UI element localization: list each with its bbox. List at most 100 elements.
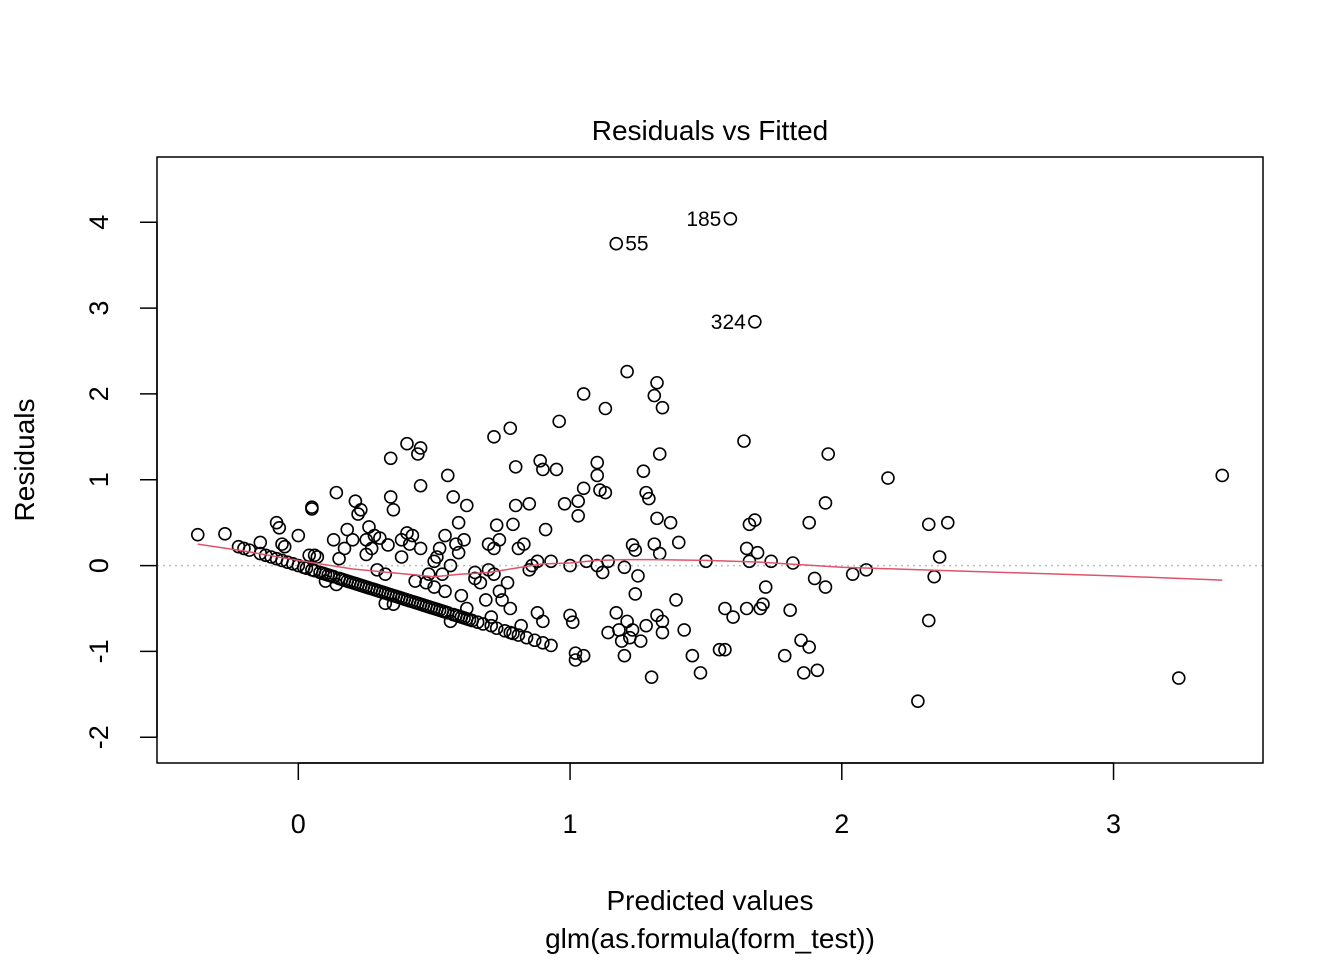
residual-point [530, 605, 545, 620]
residual-point [639, 485, 653, 500]
residual-point [818, 496, 833, 510]
x-axis: 0 1 2 3 [291, 762, 1121, 839]
residual-point [571, 508, 586, 523]
residual-point [718, 642, 732, 657]
residual-point [405, 528, 420, 543]
residual-point [378, 567, 393, 581]
residual-point [544, 638, 558, 653]
residual-point [642, 491, 656, 506]
x-tick-label: 3 [1106, 809, 1121, 839]
residual-point [639, 618, 653, 633]
residual-point [506, 517, 520, 532]
residual-point [332, 551, 346, 566]
residual-point [275, 537, 289, 551]
residual-point [617, 648, 632, 663]
residual-point [652, 447, 667, 461]
residual-point [859, 563, 874, 577]
residual-point [362, 520, 376, 534]
residual-point [370, 563, 384, 577]
residual-point [508, 460, 523, 474]
residual-point [647, 388, 662, 403]
residual-point [302, 548, 316, 563]
residual-point [644, 670, 659, 684]
smooth-trend-line [197, 543, 1223, 581]
residual-point [383, 451, 398, 466]
residual-point [802, 515, 816, 530]
residual-point [326, 533, 341, 547]
y-axis-label: Residuals [9, 399, 40, 522]
residual-point [218, 527, 232, 541]
residual-point [565, 615, 580, 630]
residual-point [383, 490, 398, 504]
y-tick-label: 1 [84, 472, 114, 487]
residual-point [381, 538, 395, 552]
x-tick-label: 0 [291, 809, 306, 839]
residual-point [652, 546, 667, 561]
residual-point [451, 545, 466, 560]
residual-point [345, 533, 360, 547]
residual-point [449, 537, 463, 551]
residual-point [693, 666, 708, 680]
residual-point [473, 575, 488, 590]
residual-point [723, 212, 738, 226]
residual-point [576, 648, 591, 663]
x-axis-sublabel: glm(as.formula(form_test)) [545, 923, 875, 954]
residual-point [932, 550, 947, 564]
residual-point [514, 618, 528, 633]
residual-point [628, 587, 643, 601]
residual-point [451, 515, 466, 530]
residual-point [457, 533, 471, 547]
residual-point [620, 614, 634, 629]
residual-point [489, 621, 504, 636]
residual-point [631, 569, 645, 583]
residual-point [685, 648, 700, 663]
residual-point [576, 387, 591, 401]
residual-point [609, 236, 624, 251]
residual-point [940, 515, 955, 530]
residual-point [364, 541, 379, 556]
residual-point [549, 462, 564, 477]
residual-point [487, 430, 501, 444]
plot-frame [156, 156, 1264, 764]
residual-point [533, 454, 547, 468]
residual-point [718, 601, 732, 616]
residual-point [190, 527, 205, 542]
y-tick-label: 0 [84, 558, 114, 573]
outlier-label: 324 [711, 311, 746, 334]
residual-point [712, 642, 727, 657]
residual-point [756, 597, 770, 612]
residual-point [435, 567, 450, 581]
residual-point [739, 601, 754, 616]
x-axis-label: Predicted values [606, 885, 813, 916]
residual-point [492, 533, 507, 547]
residual-point [438, 584, 452, 599]
residual-point [421, 567, 436, 581]
residual-point [628, 543, 643, 557]
residual-points [190, 212, 1230, 708]
chart-title: Residuals vs Fitted [592, 115, 829, 146]
residual-point [419, 575, 433, 590]
residual-point [748, 513, 762, 527]
residual-point [633, 634, 648, 648]
residual-point [927, 569, 941, 584]
residual-point [538, 522, 553, 537]
residual-point [663, 515, 678, 530]
residual-point [568, 653, 583, 667]
outlier-labels: 185 55 324 [625, 208, 746, 334]
residual-point [500, 575, 515, 590]
residual-point [400, 436, 414, 451]
residual-point [563, 558, 577, 573]
residual-point [454, 588, 469, 603]
residual-point [568, 646, 583, 660]
y-tick-label: 2 [84, 386, 114, 401]
residual-point [614, 634, 629, 648]
residual-point [620, 364, 634, 379]
residual-point [845, 567, 860, 581]
residual-point [796, 666, 811, 680]
residual-point [1215, 468, 1230, 483]
y-tick-label: 4 [84, 215, 114, 230]
residual-point [506, 626, 520, 641]
residual-point [758, 580, 773, 594]
residual-point [807, 571, 822, 586]
